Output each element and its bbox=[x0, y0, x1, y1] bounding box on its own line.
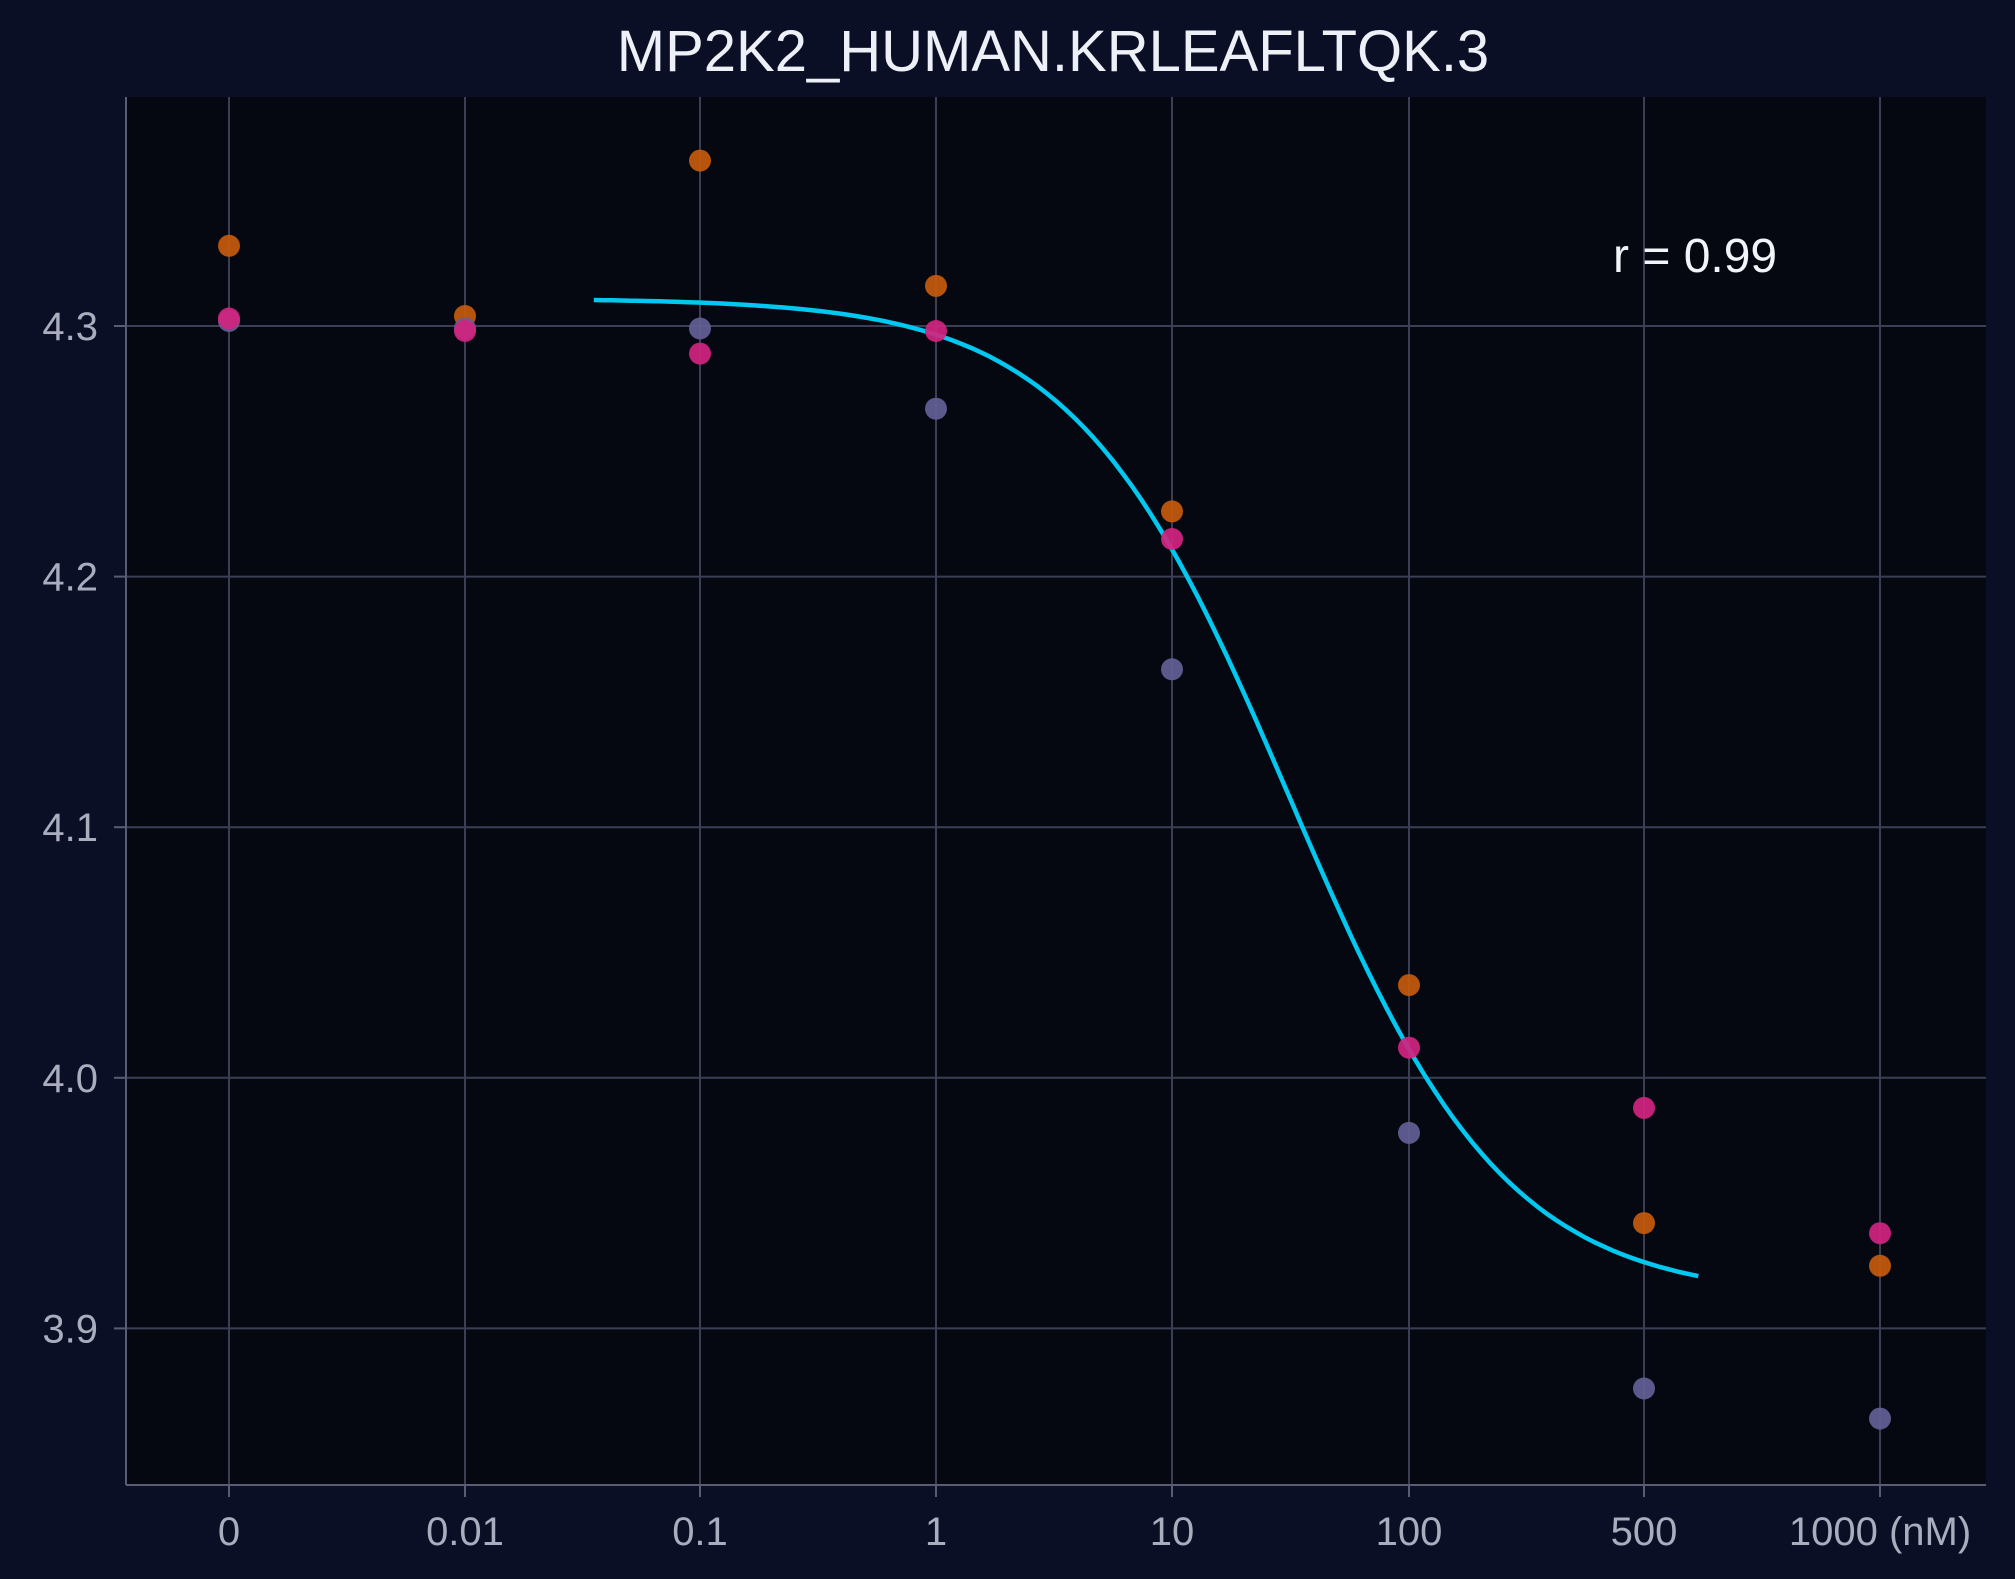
data-point bbox=[925, 274, 947, 297]
data-point bbox=[1633, 1377, 1655, 1400]
data-point bbox=[218, 307, 240, 330]
x-tick-label: 1 bbox=[925, 1510, 947, 1554]
data-point bbox=[925, 397, 947, 420]
data-point bbox=[218, 234, 240, 257]
y-axis-ticks: 3.9 4.0 4.1 4.2 4.3 bbox=[42, 305, 126, 1351]
x-tick-label: 500 bbox=[1611, 1510, 1678, 1554]
y-tick-label: 4.2 bbox=[42, 556, 98, 600]
y-tick-label: 4.1 bbox=[42, 806, 98, 850]
data-point bbox=[1869, 1407, 1891, 1430]
data-point bbox=[1633, 1096, 1655, 1119]
x-tick-label: 0.1 bbox=[672, 1510, 728, 1554]
x-tick-label: 0.01 bbox=[426, 1510, 504, 1554]
data-point bbox=[1398, 1121, 1420, 1144]
y-tick-label: 4.0 bbox=[42, 1057, 98, 1101]
data-point bbox=[1161, 500, 1183, 523]
data-point bbox=[1869, 1254, 1891, 1277]
correlation-annotation: r = 0.99 bbox=[1613, 230, 1777, 283]
x-axis-ticks: 0 0.01 0.1 1 10 100 500 1000 (nM) bbox=[218, 1485, 1971, 1554]
data-points bbox=[218, 149, 1891, 1430]
data-point bbox=[1398, 1036, 1420, 1059]
x-tick-label: 10 bbox=[1150, 1510, 1195, 1554]
chart-title: MP2K2_HUMAN.KRLEAFLTQK.3 bbox=[617, 19, 1489, 84]
data-point bbox=[689, 317, 711, 340]
data-point bbox=[1161, 658, 1183, 681]
x-tick-label: 100 bbox=[1376, 1510, 1443, 1554]
data-point bbox=[689, 149, 711, 172]
data-point bbox=[1398, 974, 1420, 997]
data-point bbox=[1161, 528, 1183, 550]
x-tick-label: 1000 (nM) bbox=[1789, 1510, 1971, 1554]
data-point bbox=[1869, 1222, 1891, 1245]
fit-curve bbox=[593, 297, 1699, 1279]
data-point bbox=[689, 342, 711, 365]
data-point bbox=[1633, 1212, 1655, 1235]
data-point bbox=[925, 320, 947, 342]
y-tick-label: 4.3 bbox=[42, 305, 98, 349]
y-tick-label: 3.9 bbox=[42, 1307, 98, 1351]
plot-area bbox=[126, 97, 1986, 1485]
data-point bbox=[454, 320, 476, 342]
x-tick-label: 0 bbox=[218, 1510, 240, 1554]
